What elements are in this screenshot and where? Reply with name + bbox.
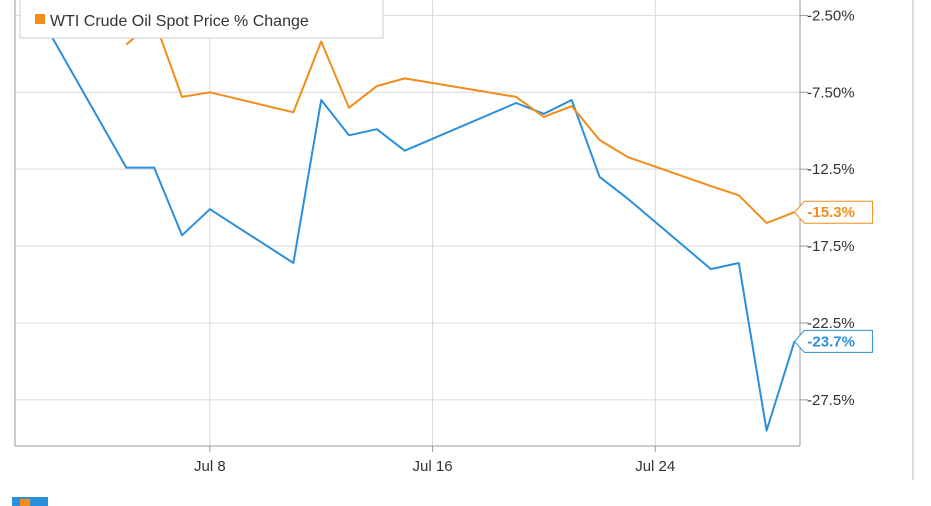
- y-tick-label: -12.5%: [807, 161, 855, 178]
- y-tick-label: -17.5%: [807, 238, 855, 255]
- legend-label-wti: WTI Crude Oil Spot Price % Change: [50, 13, 309, 30]
- y-tick-label: -7.50%: [807, 84, 855, 101]
- end-label-text: -23.7%: [807, 333, 855, 350]
- y-tick-label: -2.50%: [807, 7, 855, 24]
- x-tick-label: Jul 8: [194, 458, 226, 475]
- series-line-blue: [30, 1, 796, 432]
- end-label-box: [793, 200, 873, 224]
- y-tick-label: -22.5%: [807, 315, 855, 332]
- end-labels: -23.7% -15.3%: [793, 200, 873, 353]
- axes: -2.50% -7.50% -12.5% -17.5% -22.5% -27.5% Jul …: [14, 0, 914, 480]
- legend: WTI Crude Oil Spot Price % Change: [19, 0, 384, 39]
- end-label-blue: -23.7%: [793, 329, 873, 353]
- y-tick-label: -27.5%: [807, 392, 855, 409]
- legend-swatch-wti: [35, 14, 45, 24]
- end-label-box: [793, 329, 873, 353]
- end-label-text: -15.3%: [807, 204, 855, 221]
- series-lines: [30, 1, 796, 432]
- gridlines: [15, 0, 800, 446]
- x-tick-label: Jul 24: [635, 458, 675, 475]
- brand-logo: [12, 497, 48, 506]
- x-tick-label: Jul 16: [413, 458, 453, 475]
- end-label-orange: -15.3%: [793, 200, 873, 224]
- series-line-orange: [125, 19, 795, 224]
